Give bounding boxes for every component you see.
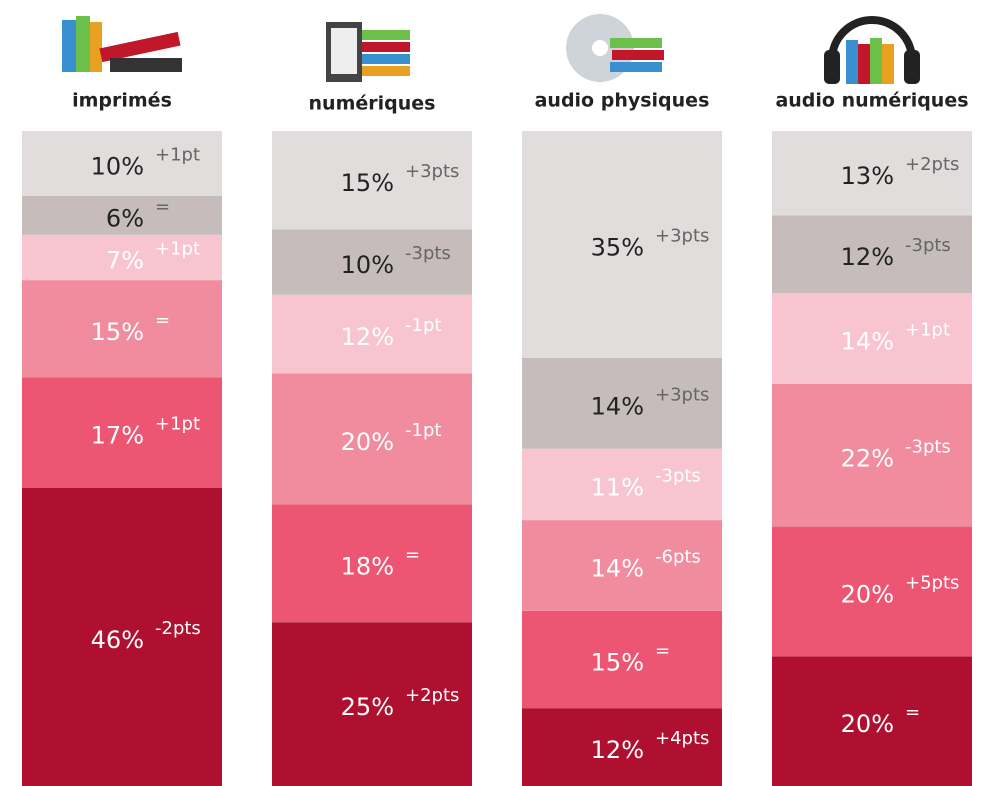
segment: [772, 215, 972, 294]
segment: [272, 373, 472, 505]
segment: [272, 229, 472, 295]
segment: [272, 622, 472, 786]
segment: [772, 526, 972, 657]
segment: [22, 234, 222, 281]
category-label: audio physiques: [535, 90, 710, 112]
icon-ebook: [326, 22, 410, 82]
value-label: 14%: [591, 555, 644, 583]
category-label: imprimés: [72, 90, 172, 112]
value-label: 7%: [106, 246, 144, 274]
change-label: +2pts: [405, 685, 459, 706]
segment: [522, 610, 722, 709]
change-label: -1pt: [405, 315, 441, 336]
change-label: =: [155, 310, 170, 331]
change-label: +2pts: [905, 154, 959, 175]
category-label: numériques: [309, 93, 436, 115]
change-label: -3pts: [655, 465, 701, 486]
value-label: 15%: [591, 649, 644, 677]
value-label: 12%: [591, 736, 644, 764]
segment: [772, 383, 972, 527]
change-label: -3pts: [905, 436, 951, 457]
value-label: 35%: [591, 233, 644, 261]
value-label: 15%: [341, 169, 394, 197]
value-label: 10%: [341, 251, 394, 279]
value-label: 18%: [341, 552, 394, 580]
segment: [272, 294, 472, 374]
change-label: -2pts: [155, 618, 201, 639]
value-label: 10%: [91, 152, 144, 180]
segment: [22, 195, 222, 235]
segment: [22, 377, 222, 488]
value-label: 11%: [591, 473, 644, 501]
segment: [772, 131, 972, 216]
value-label: 14%: [591, 392, 644, 420]
segment: [522, 357, 722, 449]
icon-cd: [566, 14, 664, 82]
value-label: 20%: [841, 710, 894, 738]
value-label: 22%: [841, 444, 894, 472]
change-label: =: [905, 702, 920, 723]
value-label: 6%: [106, 204, 144, 232]
category-label: audio numériques: [775, 90, 968, 112]
change-label: =: [655, 641, 670, 662]
value-label: 20%: [341, 428, 394, 456]
segment: [272, 504, 472, 623]
change-label: +5pts: [905, 572, 959, 593]
value-label: 15%: [91, 318, 144, 346]
change-label: +1pt: [155, 238, 200, 259]
change-label: +4pts: [655, 728, 709, 749]
value-label: 20%: [841, 580, 894, 608]
value-label: 25%: [341, 693, 394, 721]
change-label: -6pts: [655, 547, 701, 568]
change-label: +3pts: [655, 225, 709, 246]
value-label: 17%: [91, 422, 144, 450]
change-label: -3pts: [405, 243, 451, 264]
segment: [22, 131, 222, 196]
segment: [22, 487, 222, 786]
icon-books: [62, 16, 182, 72]
segment: [522, 708, 722, 786]
segment: [772, 293, 972, 384]
change-label: =: [405, 544, 420, 565]
segment: [272, 131, 472, 230]
value-label: 46%: [91, 626, 144, 654]
segment: [522, 448, 722, 521]
change-label: +1pt: [155, 414, 200, 435]
icon-headphones: [824, 16, 920, 84]
value-label: 14%: [841, 328, 894, 356]
change-label: +1pt: [905, 320, 950, 341]
segment: [772, 656, 972, 786]
change-label: +1pt: [155, 144, 200, 165]
change-label: +3pts: [405, 161, 459, 182]
segment: [522, 131, 722, 358]
change-label: =: [155, 196, 170, 217]
value-label: 12%: [341, 323, 394, 351]
segment: [22, 280, 222, 378]
change-label: -3pts: [905, 235, 951, 256]
value-label: 12%: [841, 243, 894, 271]
value-label: 13%: [841, 162, 894, 190]
change-label: +3pts: [655, 384, 709, 405]
change-label: -1pt: [405, 420, 441, 441]
segment: [522, 520, 722, 611]
